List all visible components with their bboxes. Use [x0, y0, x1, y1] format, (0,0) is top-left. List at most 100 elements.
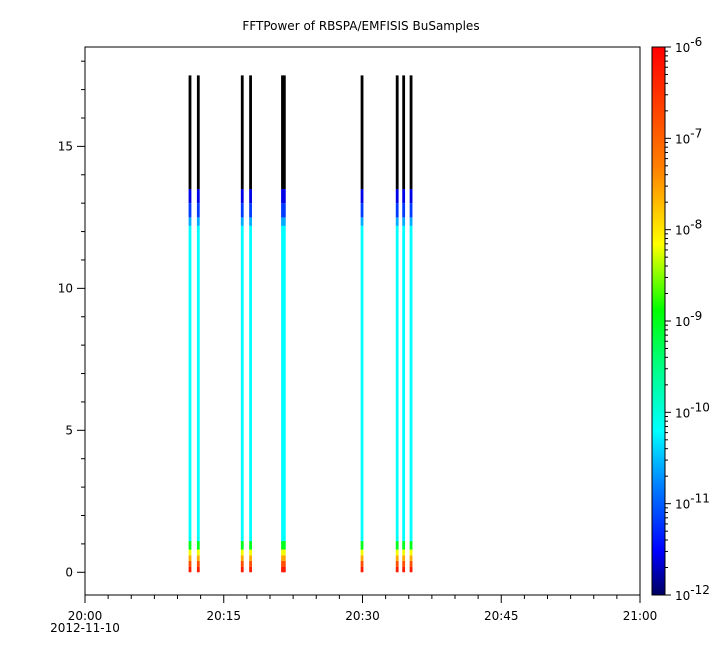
- colorbar-tick-label: 10-6: [675, 35, 702, 55]
- strip-bin: [360, 225, 364, 542]
- strip-bin: [196, 541, 200, 550]
- strip-bin: [409, 225, 413, 542]
- strip-bin: [282, 75, 286, 189]
- strip-bin: [188, 566, 192, 573]
- strip-bin: [360, 75, 364, 189]
- strip-9: [402, 75, 406, 573]
- strip-bin: [188, 549, 192, 556]
- strip-bin: [281, 549, 284, 556]
- strip-bin: [402, 566, 406, 573]
- x-date-label: 2012-11-10: [50, 621, 120, 635]
- strip-bin: [409, 203, 413, 218]
- colorbar-tick-label: 10-9: [675, 309, 702, 329]
- colorbar-axis: 10-12 10-11 10-10 10-9 10-8 10-7 10-6: [665, 35, 710, 603]
- strip-bin: [281, 188, 284, 204]
- strip-bin: [282, 555, 286, 561]
- colorbar-tick-label: 10-12: [675, 583, 710, 603]
- strip-bin: [402, 549, 406, 556]
- strip-bin: [188, 188, 192, 204]
- colorbar-tick-label: 10-10: [675, 400, 710, 420]
- strip-bin: [196, 75, 200, 189]
- strip-bin: [395, 75, 399, 189]
- strip-10: [409, 75, 413, 573]
- y-tick-label: 0: [65, 565, 73, 579]
- strip-bin: [188, 541, 192, 550]
- strip-bin: [240, 555, 244, 561]
- strip-bin: [402, 555, 406, 561]
- strip-bin: [196, 188, 200, 204]
- strip-bin: [282, 541, 286, 550]
- strip-bin: [395, 541, 399, 550]
- plot-frame: [84, 46, 641, 596]
- y-tick-label: 15: [58, 139, 73, 153]
- strip-bin: [249, 549, 252, 556]
- strip-bin: [409, 188, 413, 204]
- strip-bin: [409, 75, 413, 189]
- strip-bin: [240, 566, 244, 573]
- strip-bin: [196, 549, 200, 556]
- strip-bin: [240, 203, 244, 218]
- strip-bin: [281, 566, 284, 573]
- strip-bin: [196, 217, 200, 226]
- strip-bin: [282, 203, 286, 218]
- strip-bin: [281, 541, 284, 550]
- strip-bin: [240, 225, 244, 542]
- strip-bin: [249, 541, 252, 550]
- strip-bin: [282, 217, 286, 226]
- strip-2: [196, 75, 200, 573]
- strip-bin: [249, 555, 252, 561]
- x-tick-label: 20:45: [484, 609, 519, 623]
- strip-bin: [249, 225, 252, 542]
- strip-bin: [188, 225, 192, 542]
- x-tick-label: 20:15: [206, 609, 241, 623]
- strip-bin: [395, 188, 399, 204]
- x-tick-label: 20:30: [345, 609, 380, 623]
- spectrogram-strips: [188, 75, 413, 573]
- strip-bin: [196, 225, 200, 542]
- strip-bin: [360, 217, 364, 226]
- strip-bin: [409, 560, 413, 567]
- strip-bin: [188, 217, 192, 226]
- strip-bin: [282, 566, 286, 573]
- strip-bin: [249, 75, 252, 189]
- strip-bin: [188, 555, 192, 561]
- strip-bin: [360, 541, 364, 550]
- strip-bin: [409, 541, 413, 550]
- strip-bin: [402, 225, 406, 542]
- strip-bin: [360, 566, 364, 573]
- strip-7: [360, 75, 364, 573]
- axes: 20:00 20:15 20:30 20:45 21:00 2012-11-10 0 5 10 1…: [50, 60, 658, 635]
- strip-bin: [409, 549, 413, 556]
- colorbar-tick-label: 10-7: [675, 126, 702, 146]
- y-tick-label: 10: [58, 281, 73, 295]
- strip-bin: [409, 217, 413, 226]
- strip-bin: [240, 560, 244, 567]
- x-tick-label: 21:00: [623, 609, 658, 623]
- colorbar-tick-label: 10-11: [675, 492, 710, 512]
- strip-bin: [188, 560, 192, 567]
- strip-8: [395, 75, 399, 573]
- strip-bin: [249, 217, 252, 226]
- strip-bin: [281, 225, 284, 542]
- strip-bin: [402, 541, 406, 550]
- strip-bin: [402, 188, 406, 204]
- colorbar: [651, 46, 666, 596]
- strip-bin: [249, 560, 252, 567]
- strip-bin: [281, 203, 284, 218]
- strip-5: [281, 75, 284, 573]
- strip-bin: [188, 203, 192, 218]
- strip-bin: [395, 555, 399, 561]
- strip-bin: [360, 560, 364, 567]
- strip-6: [282, 75, 286, 573]
- strip-bin: [409, 555, 413, 561]
- y-tick-label: 5: [65, 423, 73, 437]
- strip-bin: [395, 566, 399, 573]
- strip-bin: [249, 566, 252, 573]
- strip-bin: [196, 203, 200, 218]
- strip-bin: [395, 549, 399, 556]
- strip-bin: [360, 555, 364, 561]
- strip-bin: [395, 203, 399, 218]
- strip-bin: [360, 203, 364, 218]
- strip-bin: [282, 549, 286, 556]
- strip-bin: [240, 188, 244, 204]
